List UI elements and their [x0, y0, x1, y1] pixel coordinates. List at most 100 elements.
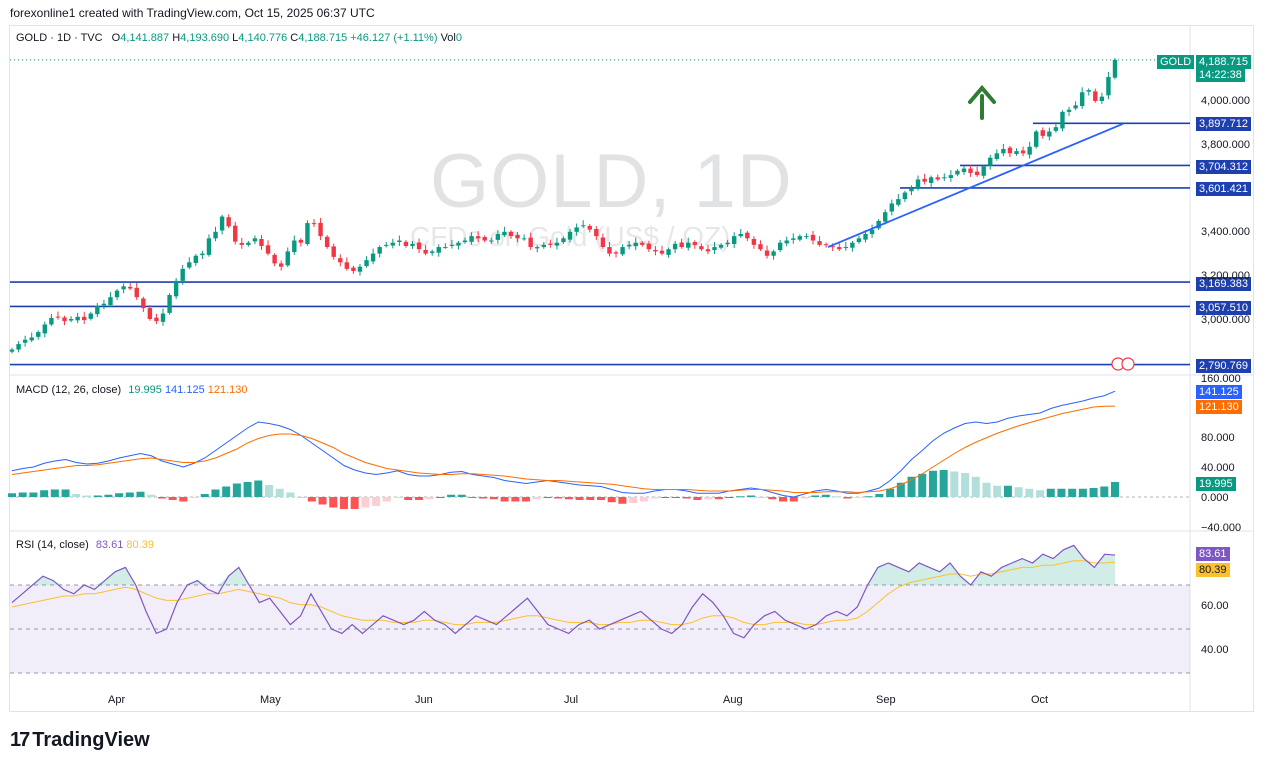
macd-histogram-bar — [436, 497, 445, 498]
candle-body — [587, 225, 592, 230]
candle-body — [692, 242, 698, 245]
rsi-title[interactable]: RSI (14, close) — [16, 539, 89, 551]
macd-line-value: 141.125 — [164, 384, 205, 396]
macd-histogram-bar — [372, 497, 381, 506]
candle-body — [574, 227, 579, 232]
candle-body — [233, 225, 238, 242]
candle-body — [252, 238, 258, 242]
candle-body — [955, 170, 960, 175]
candle-body — [147, 308, 153, 319]
macd-histogram-bar — [843, 497, 852, 499]
symbol-legend[interactable]: GOLD · 1D · TVC — [16, 32, 103, 44]
candle-body — [403, 241, 409, 246]
candle-body — [751, 238, 757, 245]
candle-body — [469, 236, 474, 242]
macd-line-tag: 141.125 — [1196, 385, 1242, 399]
candle-body — [1001, 148, 1006, 154]
macd-histogram-bar — [18, 492, 27, 497]
candle-body — [712, 247, 717, 251]
bar-countdown-tag: 14:22:38 — [1196, 68, 1245, 82]
candle-body — [338, 258, 343, 263]
volume-label: Vol — [440, 32, 456, 44]
candle-body — [55, 316, 61, 318]
macd-histogram-bar — [447, 494, 456, 497]
level-tag-3897: 3,897.712 — [1196, 117, 1251, 131]
macd-histogram-bar — [1100, 486, 1109, 497]
candle-body — [626, 244, 632, 247]
candle-body — [206, 238, 212, 255]
candle-body — [1086, 90, 1091, 92]
candle-body — [732, 236, 737, 245]
candle-body — [863, 233, 868, 240]
main-legend: GOLD · 1D · TVC O4,141.887 H4,193.690 L4… — [16, 32, 462, 44]
candle-body — [1066, 109, 1072, 112]
candle-body — [896, 199, 901, 205]
candle-body — [594, 228, 599, 237]
x-label-jul: Jul — [564, 694, 579, 706]
macd-histogram-bar — [500, 497, 509, 502]
volume-value: 0 — [455, 32, 462, 44]
high-value: 4,193.690 — [180, 32, 230, 44]
candle-body — [554, 242, 560, 246]
candle-body — [62, 317, 67, 322]
candle-body — [843, 247, 849, 249]
candle-body — [226, 217, 231, 227]
candle-body — [311, 223, 317, 225]
candle-body — [600, 237, 606, 248]
candle-body — [823, 244, 829, 246]
macd-title[interactable]: MACD (12, 26, close) — [16, 384, 122, 396]
macd-histogram-bar — [971, 476, 980, 497]
candle-body — [101, 303, 107, 306]
macd-histogram-bar — [1057, 488, 1066, 497]
candle-body — [1047, 131, 1052, 137]
symbol-watermark: GOLD, 1D — [430, 139, 793, 224]
candle-body — [108, 297, 113, 306]
candle-body — [1106, 77, 1111, 96]
tradingview-wordmark: TradingView — [32, 729, 150, 751]
rsi-legend: RSI (14, close) 83.61 80.39 — [16, 539, 154, 551]
candle-body — [114, 290, 120, 298]
macd-histogram-bar — [82, 495, 91, 497]
macd-histogram-bar — [414, 497, 423, 500]
open-value: 4,141.887 — [120, 32, 170, 44]
macd-histogram-bar — [618, 497, 627, 504]
candle-body — [1040, 130, 1045, 136]
x-label-jun: Jun — [415, 694, 433, 706]
tradingview-logo[interactable]: 17 TradingView — [10, 729, 150, 752]
macd-histogram-bar — [1036, 490, 1045, 497]
candle-body — [292, 240, 297, 253]
macd-histogram-bar — [1111, 482, 1119, 497]
macd-legend: MACD (12, 26, close) 19.995 141.125 121.… — [16, 384, 248, 396]
macd-histogram-bar — [50, 489, 59, 497]
candle-body — [298, 239, 304, 243]
candle-body — [1073, 105, 1078, 109]
macd-histogram-bar — [307, 497, 316, 502]
rsi-tick-40: 40.00 — [1201, 644, 1229, 656]
candle-body — [915, 179, 921, 189]
level-tag-3057: 3,057.510 — [1196, 301, 1251, 315]
candle-body — [239, 242, 244, 245]
candle-body — [1112, 59, 1118, 78]
candle-body — [49, 317, 54, 325]
macd-histogram-bar — [607, 497, 616, 503]
candle-body — [219, 216, 225, 231]
candle-body — [994, 153, 1000, 159]
candle-body — [869, 229, 875, 234]
candle-body — [666, 249, 671, 255]
candle-body — [620, 247, 625, 255]
candle-body — [134, 287, 139, 298]
candle-body — [1027, 146, 1032, 155]
candle-body — [42, 324, 48, 334]
candle-body — [633, 242, 638, 247]
macd-histogram-bar — [425, 497, 434, 500]
candle-body — [246, 242, 251, 245]
macd-histogram-bar — [789, 497, 798, 502]
candle-body — [127, 286, 133, 289]
candle-body — [718, 244, 724, 248]
macd-histogram-bar — [222, 486, 231, 497]
candle-body — [672, 243, 678, 250]
candle-body — [521, 238, 527, 240]
macd-histogram-bar — [596, 497, 605, 500]
candle-body — [561, 238, 566, 243]
